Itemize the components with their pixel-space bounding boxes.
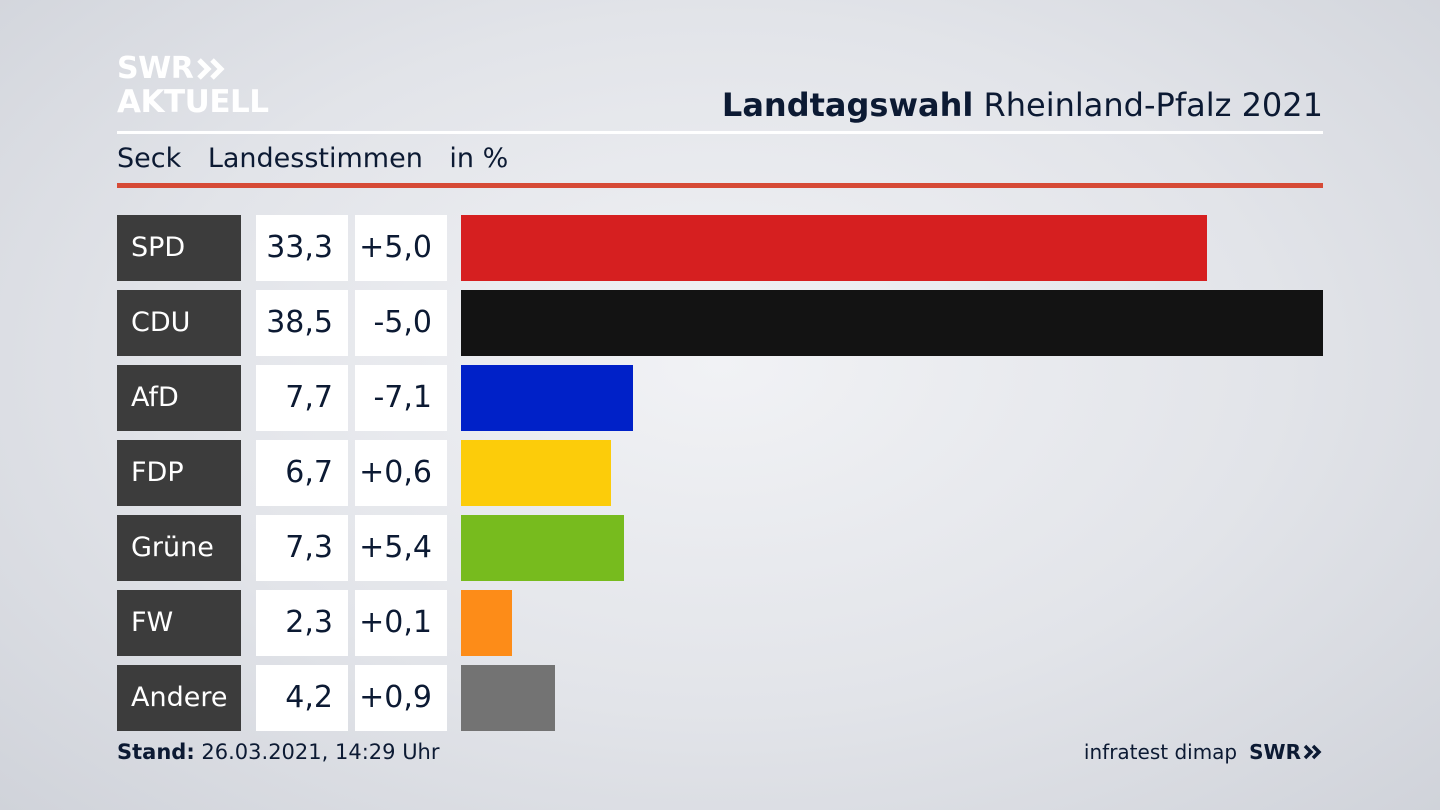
change-value: +0,9 [355, 665, 447, 731]
party-label: FDP [117, 440, 241, 506]
title-bold: Landtagswahl [721, 86, 974, 124]
result-row: FW 2,3 +0,1 [117, 590, 1323, 656]
swr-logo-small: SWR [1249, 740, 1323, 764]
title-rest: Rheinland-Pfalz 2021 [983, 86, 1323, 124]
swr-aktuell-logo: SWR AKTUELL [117, 54, 269, 118]
result-row: SPD 33,3 +5,0 [117, 215, 1323, 281]
accent-divider [117, 183, 1323, 188]
unit-label: in % [449, 143, 509, 174]
timestamp-value: 26.03.2021, 14:29 Uhr [201, 740, 440, 764]
timestamp-label: Stand: [117, 740, 195, 764]
subtitle: Seck Landesstimmen in % [117, 143, 526, 174]
constituency-label: Seck [117, 143, 182, 174]
vote-share-value: 6,7 [256, 440, 348, 506]
vote-type-label: Landesstimmen [207, 143, 423, 174]
party-label: AfD [117, 365, 241, 431]
timestamp: Stand: 26.03.2021, 14:29 Uhr [117, 740, 440, 764]
logo-text-aktuell: AKTUELL [117, 84, 269, 120]
vote-share-value: 38,5 [256, 290, 348, 356]
party-label: FW [117, 590, 241, 656]
source-credit: infratest dimap SWR [1084, 740, 1323, 764]
double-chevron-icon [197, 58, 225, 80]
vote-share-value: 2,3 [256, 590, 348, 656]
bar-fdp [461, 440, 611, 506]
change-value: -5,0 [355, 290, 447, 356]
change-value: +5,4 [355, 515, 447, 581]
change-value: -7,1 [355, 365, 447, 431]
swr-logo-text: SWR [1249, 740, 1301, 764]
vote-share-value: 7,3 [256, 515, 348, 581]
bar-andere [461, 665, 555, 731]
change-value: +0,6 [355, 440, 447, 506]
result-row: Andere 4,2 +0,9 [117, 665, 1323, 731]
vote-share-value: 7,7 [256, 365, 348, 431]
vote-share-value: 4,2 [256, 665, 348, 731]
result-row: AfD 7,7 -7,1 [117, 365, 1323, 431]
bar-cdu [461, 290, 1323, 356]
source-label: infratest dimap [1083, 740, 1238, 764]
result-row: Grüne 7,3 +5,4 [117, 515, 1323, 581]
party-label: SPD [117, 215, 241, 281]
party-label: Grüne [117, 515, 241, 581]
change-value: +5,0 [355, 215, 447, 281]
result-row: CDU 38,5 -5,0 [117, 290, 1323, 356]
double-chevron-icon [1303, 744, 1322, 760]
change-value: +0,1 [355, 590, 447, 656]
bar-fw [461, 590, 512, 656]
result-row: FDP 6,7 +0,6 [117, 440, 1323, 506]
bar-grüne [461, 515, 624, 581]
party-label: Andere [117, 665, 241, 731]
header-divider [117, 131, 1323, 134]
page-title: Landtagswahl Rheinland-Pfalz 2021 [722, 86, 1323, 124]
bar-spd [461, 215, 1207, 281]
party-label: CDU [117, 290, 241, 356]
bar-afd [461, 365, 633, 431]
vote-share-value: 33,3 [256, 215, 348, 281]
logo-text-swr: SWR [117, 51, 194, 86]
